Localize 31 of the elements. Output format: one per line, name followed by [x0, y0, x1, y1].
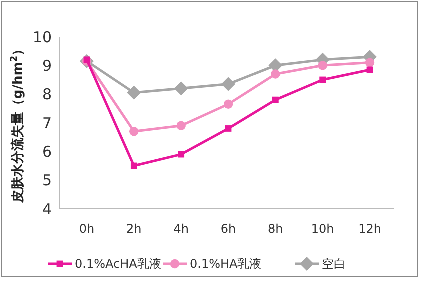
point	[130, 127, 139, 136]
x-tick-label: 12h	[358, 222, 382, 236]
y-tick-label: 10	[32, 28, 52, 46]
x-tick-label: 4h	[174, 222, 189, 236]
point	[318, 61, 328, 70]
point	[176, 121, 186, 130]
y-tick-label: 5	[42, 172, 52, 190]
x-tick-label: 8h	[268, 222, 284, 236]
point	[178, 151, 185, 158]
y-tick-label: 9	[42, 56, 52, 75]
point	[222, 77, 236, 92]
point	[271, 70, 280, 79]
point	[365, 58, 375, 68]
point	[224, 100, 234, 109]
y-tick-label: 4	[42, 200, 52, 218]
legend-label: 0.1%AcHA乳液	[75, 257, 162, 272]
x-tick-label: 2h	[126, 222, 142, 236]
x-tick-label: 10h	[311, 222, 334, 236]
y-tick-label: 8	[42, 86, 52, 104]
y-tick-label: 6	[42, 142, 52, 161]
point	[127, 86, 142, 100]
point	[130, 162, 138, 170]
legend-label: 0.1%HA乳液	[190, 257, 262, 272]
point	[225, 126, 232, 132]
point	[174, 82, 188, 96]
x-tick-label: 0h	[79, 222, 95, 236]
y-tick-label: 7	[42, 114, 52, 132]
legend-label: 空白	[322, 257, 346, 272]
point	[272, 96, 279, 104]
point	[320, 76, 326, 84]
x-tick-label: 6h	[220, 222, 236, 236]
